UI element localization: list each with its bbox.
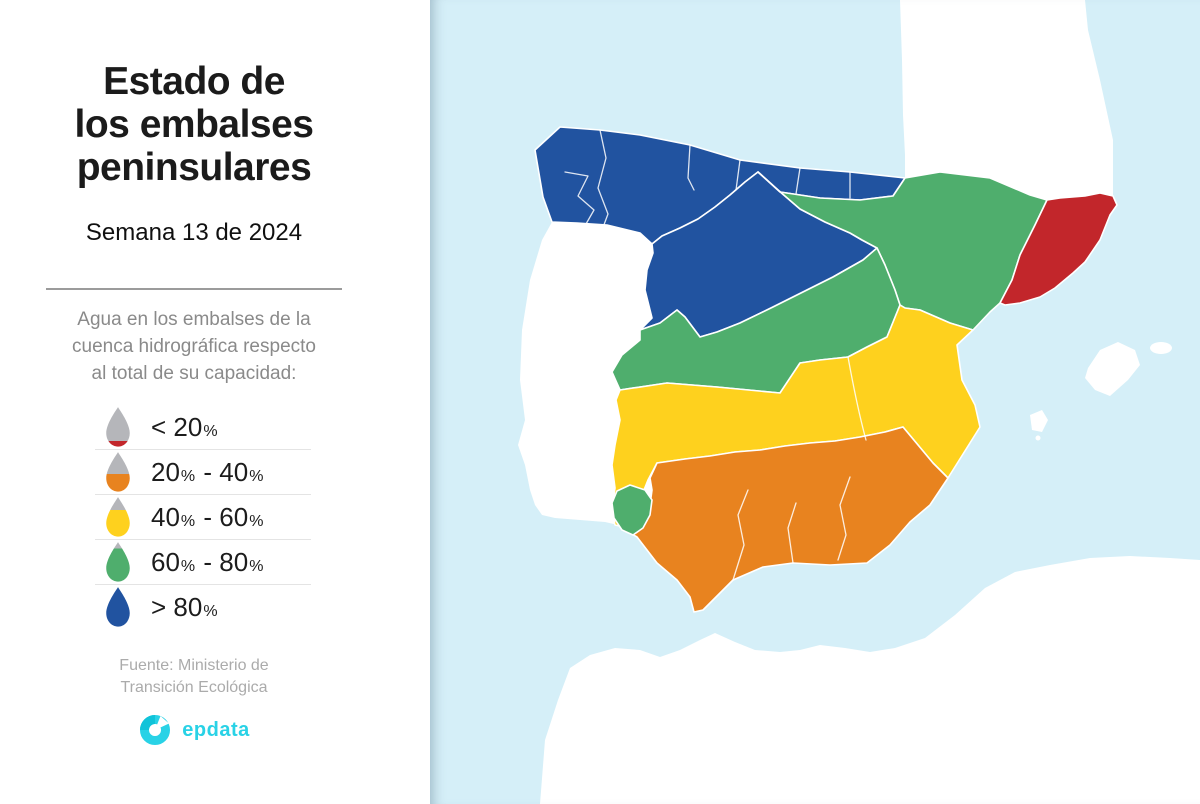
boundary-cantabrico-3	[795, 167, 801, 195]
legend-label: 20% - 40%	[151, 456, 264, 487]
legend-item-60-80: 60% - 80%	[95, 540, 311, 585]
source-attribution: Fuente: Ministerio de Transición Ecológi…	[8, 655, 380, 699]
legend-description: Agua en los embalses de la cuenca hidrog…	[8, 306, 380, 387]
subtitle-week: Semana 13 de 2024	[85, 219, 303, 246]
land-africa	[540, 556, 1200, 804]
legend-label: 40% - 60%	[151, 501, 264, 532]
legend-item-20-40: 20% - 40%	[95, 450, 311, 495]
legend-label: < 20%	[151, 411, 218, 442]
legend-item-gt80: > 80%	[95, 585, 311, 629]
water-drop-icon	[106, 587, 130, 627]
basin-cataluna	[999, 192, 1118, 306]
island-formentera	[1035, 435, 1041, 441]
water-drop-icon	[106, 542, 130, 582]
divider-line	[46, 288, 342, 290]
boundary-galicia-1	[597, 129, 609, 231]
source-line-2: Transición Ecológica	[120, 679, 268, 696]
boundary-galicia-2	[564, 171, 595, 225]
info-panel: Estado de los embalses peninsulares Sema…	[8, 0, 380, 804]
title-line-2: los embalses	[74, 103, 314, 146]
legend-item-lt20: < 20%	[95, 405, 311, 450]
land-france	[900, 0, 1113, 200]
water-drop-icon	[106, 407, 130, 447]
boundary-cantabrico-1	[687, 144, 695, 191]
island-ibiza	[1030, 410, 1048, 432]
boundary-cantabrico-2	[735, 159, 741, 191]
legend-label: > 80%	[151, 591, 218, 622]
water-drop-icon	[106, 497, 130, 537]
epdata-wordmark: epdata	[182, 718, 250, 741]
boundary-jucar-segura	[847, 356, 867, 441]
epdata-logo: epdata	[8, 713, 380, 747]
boundary-andalucia-1	[732, 489, 749, 581]
desc-line-3: al total de su capacidad:	[91, 363, 297, 384]
basin-ebro	[757, 171, 1048, 331]
epdata-donut-icon	[140, 715, 171, 745]
island-mallorca	[1085, 342, 1140, 396]
map-svg	[430, 0, 1200, 804]
source-line-1: Fuente: Ministerio de	[119, 657, 269, 674]
legend: < 20% 20% - 40%	[95, 405, 311, 629]
basin-tinto-odiel	[611, 484, 653, 536]
legend-label: 60% - 80%	[151, 546, 264, 577]
water-drop-icon	[106, 452, 130, 492]
title-line-1: Estado de	[103, 60, 285, 103]
page-title: Estado de los embalses peninsulares	[8, 60, 380, 189]
title-line-3: peninsulares	[76, 146, 312, 189]
desc-line-2: cuenca hidrográfica respecto	[72, 336, 316, 357]
boundary-andalucia-3	[837, 476, 851, 561]
desc-line-1: Agua en los embalses de la	[77, 309, 311, 330]
spain-basins-map	[430, 0, 1200, 804]
boundary-andalucia-2	[787, 502, 797, 564]
island-menorca	[1150, 342, 1172, 354]
legend-item-40-60: 40% - 60%	[95, 495, 311, 540]
